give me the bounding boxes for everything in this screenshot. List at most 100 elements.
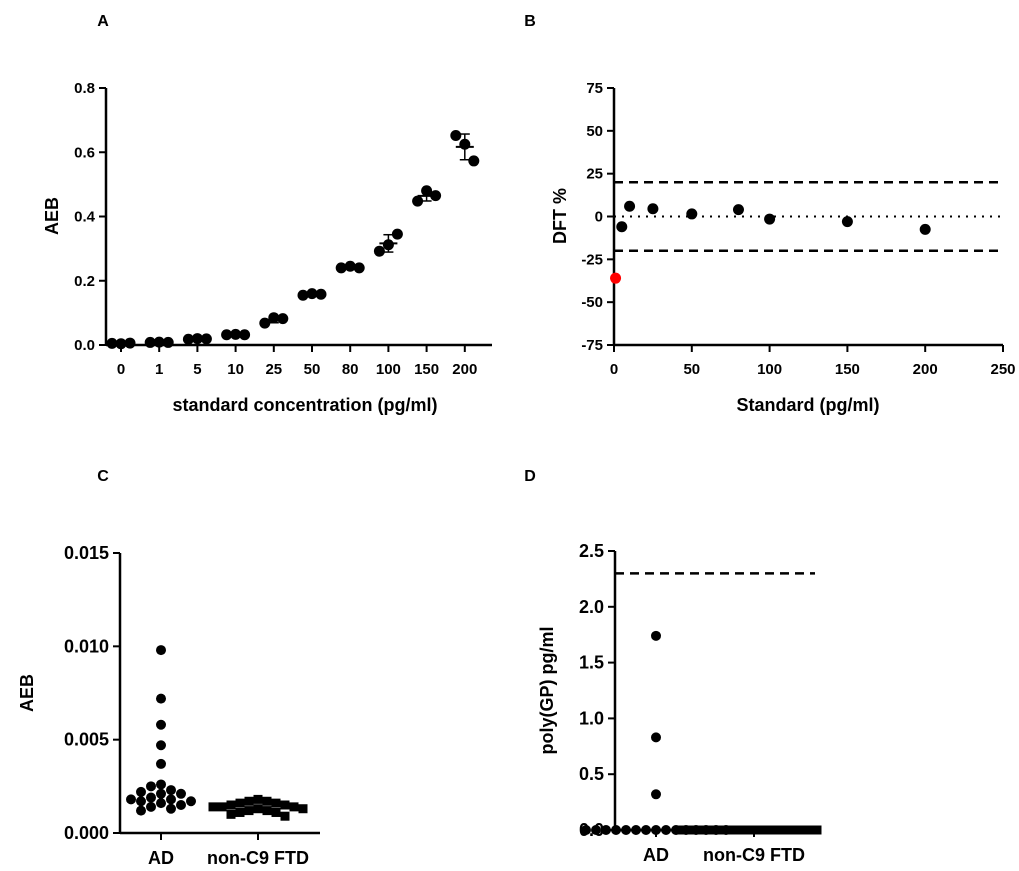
x-tick-label: non-C9 FTD (207, 848, 309, 868)
y-tick-label: 75 (586, 80, 603, 97)
data-point (722, 825, 732, 835)
data-point (271, 798, 281, 808)
y-tick-label: 0.005 (64, 730, 109, 750)
data-point (794, 825, 804, 835)
data-point (677, 825, 687, 835)
y-axis-title: poly(GP) pg/ml (537, 627, 557, 755)
data-point (146, 781, 156, 792)
data-point (136, 786, 146, 797)
x-tick-label: 100 (376, 361, 401, 378)
y-tick-label: 0.5 (579, 764, 604, 784)
panel-a-letter: A (97, 13, 109, 30)
y-axis-title: DFT % (550, 188, 570, 244)
highlighted-point (610, 272, 622, 284)
y-tick-label: 0.000 (64, 823, 109, 843)
x-tick-label: 0 (610, 361, 618, 378)
data-point (686, 825, 696, 835)
y-axis-title: AEB (17, 674, 37, 712)
x-axis-title: Standard (pg/ml) (737, 395, 880, 415)
data-point (244, 796, 254, 806)
data-point (136, 796, 146, 807)
data-point (713, 825, 723, 835)
y-tick-label: 0.2 (74, 273, 95, 290)
data-point (235, 798, 245, 808)
data-point (651, 789, 661, 800)
data-point (156, 779, 166, 790)
data-point (776, 825, 786, 835)
panel-c-letter: C (97, 468, 109, 485)
data-point (785, 825, 795, 835)
data-point (186, 796, 196, 807)
data-point (166, 794, 176, 805)
panel-d-letter: D (524, 468, 536, 485)
data-point (731, 825, 741, 835)
data-point (156, 693, 166, 704)
y-tick-label: 0.6 (74, 144, 95, 161)
data-point (749, 825, 759, 835)
x-axis-title: standard concentration (pg/ml) (172, 395, 437, 415)
data-point (601, 825, 611, 835)
x-tick-label: 150 (414, 361, 439, 378)
y-tick-label: 2.0 (579, 597, 604, 617)
x-tick-label: 200 (452, 361, 477, 378)
data-point (591, 825, 601, 835)
y-tick-label: 2.5 (579, 541, 604, 561)
data-point (280, 811, 290, 821)
data-point (468, 155, 480, 167)
x-tick-label: 10 (227, 361, 244, 378)
data-point (176, 800, 186, 810)
data-point (289, 802, 299, 812)
data-point (732, 204, 744, 216)
data-point (391, 228, 403, 240)
y-tick-label: -25 (581, 251, 603, 268)
data-point (146, 801, 156, 812)
x-tick-label: 200 (913, 361, 938, 378)
data-point (695, 825, 705, 835)
data-point (271, 807, 281, 817)
y-tick-label: -75 (581, 337, 603, 354)
x-tick-label: 25 (265, 361, 282, 378)
data-point (651, 732, 661, 743)
y-axis-title: AEB (42, 197, 62, 235)
y-tick-label: 0.4 (74, 209, 96, 226)
x-tick-label: 100 (757, 361, 782, 378)
x-tick-label: AD (148, 848, 174, 868)
x-tick-label: 50 (683, 361, 700, 378)
data-point (624, 200, 636, 212)
data-point (156, 788, 166, 799)
x-tick-label: 80 (342, 361, 359, 378)
data-point (235, 807, 245, 817)
data-point (704, 825, 714, 835)
data-point (631, 825, 641, 835)
data-point (803, 825, 813, 835)
y-tick-label: 1.0 (579, 708, 604, 728)
data-point (841, 216, 853, 228)
data-point (641, 825, 651, 835)
data-point (277, 313, 289, 325)
panel-b: B -75 -50 -25 0 25 50 75 0 50 100 150 200 250 Standard… (524, 13, 1015, 415)
data-point (767, 825, 777, 835)
data-point (156, 719, 166, 730)
data-point (156, 798, 166, 809)
y-tick-label: 0 (595, 209, 603, 226)
panel-b-letter: B (524, 13, 536, 30)
data-point (262, 806, 272, 816)
y-tick-label: 0.8 (74, 80, 95, 97)
data-point (253, 794, 263, 804)
data-point (298, 804, 308, 814)
y-tick-label: 0.015 (64, 543, 109, 563)
data-point (740, 825, 750, 835)
data-point (166, 785, 176, 796)
data-point (661, 825, 671, 835)
y-tick-label: 50 (586, 123, 603, 140)
data-point (156, 645, 166, 656)
data-point (812, 825, 822, 835)
data-point (226, 800, 236, 810)
data-point (253, 804, 263, 814)
x-tick-label: non-C9 FTD (703, 845, 805, 865)
y-tick-label: -50 (581, 294, 603, 311)
data-point (373, 245, 385, 257)
data-point (450, 130, 462, 142)
data-point (647, 203, 659, 215)
